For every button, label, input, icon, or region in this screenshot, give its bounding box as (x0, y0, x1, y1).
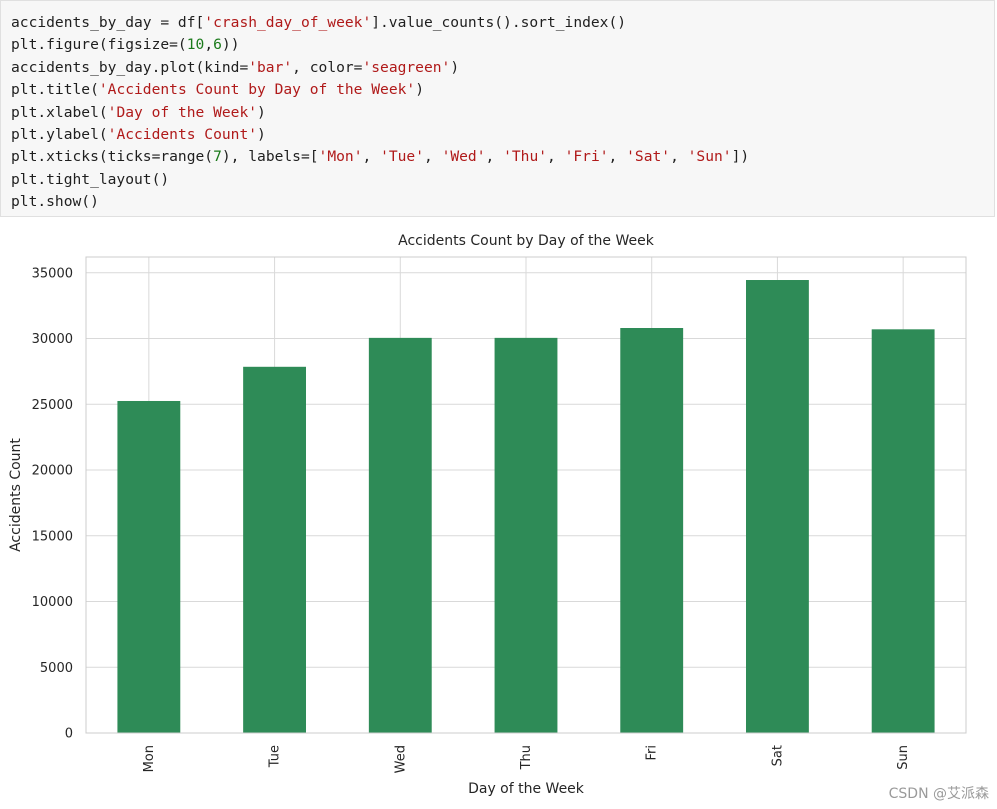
code-token: 6 (213, 36, 222, 54)
code-token: 'Thu' (503, 148, 548, 166)
code-token: 'Fri' (564, 148, 609, 166)
code-token: 'Day of the Week' (107, 103, 258, 121)
code-token: ].value_counts().sort_index() (371, 14, 627, 31)
code-token: ]) (731, 148, 750, 166)
x-tick-label: Thu (519, 745, 534, 770)
bar-chart: 0 5000 10000 15000 20000 25000 30000 35000 Mon T… (8, 233, 967, 797)
code-token: 'Accidents Count by Day of the Week' (98, 81, 416, 99)
code-token: , (485, 148, 504, 166)
bar-thu (494, 337, 558, 733)
bar-mon (117, 400, 181, 733)
code-token: 'Accidents Count' (107, 126, 258, 143)
y-tick-label: 35000 (32, 266, 73, 281)
chart-title: Accidents Count by Day of the Week (398, 233, 655, 249)
bar-sun (871, 329, 935, 733)
plot-frame (85, 256, 967, 734)
y-tick-label: 25000 (32, 398, 73, 413)
x-axis-label: Day of the Week (468, 781, 585, 797)
code-line: plt.xticks(ticks=range(7), labels=['Mon'… (11, 146, 749, 168)
bars-layer (117, 280, 935, 733)
bar-tue (243, 366, 306, 733)
code-token: ) (450, 58, 460, 76)
x-tick-label: Sat (770, 745, 785, 766)
code-line: plt.figure(figsize=(10,6)) (11, 34, 239, 56)
code-line: plt.show() (11, 191, 99, 213)
y-tick-label: 15000 (32, 529, 73, 544)
code-token: 'Wed' (441, 148, 486, 166)
code-token: 'Tue' (380, 148, 424, 166)
x-tick-label: Wed (393, 745, 408, 773)
code-token: plt.tight_layout() (11, 170, 170, 188)
code-token: ) (257, 103, 266, 121)
code-token: ) (415, 81, 424, 99)
x-tick-labels: Mon Tue Wed Thu Fri Sat Sun (142, 745, 911, 773)
x-tick-label: Tue (268, 745, 283, 768)
x-tick-label: Sun (896, 745, 911, 770)
code-cell[interactable]: accidents_by_day = df['crash_day_of_week… (0, 0, 995, 217)
y-tick-label: 0 (65, 727, 73, 742)
code-line: plt.title('Accidents Count by Day of the… (11, 79, 424, 101)
code-token: 'crash_day_of_week' (204, 14, 372, 31)
code-token: plt.show() (11, 193, 99, 211)
code-token: )) (221, 36, 240, 54)
code-token: 'Sun' (687, 148, 732, 166)
code-token: , color= (292, 58, 363, 76)
y-tick-label: 5000 (40, 661, 73, 676)
bar-fri (620, 328, 684, 733)
code-line: plt.tight_layout() (11, 169, 169, 191)
code-token: , (608, 148, 627, 166)
code-line: accidents_by_day.plot(kind='bar', color=… (11, 57, 459, 79)
y-tick-labels: 0 5000 10000 15000 20000 25000 30000 35000 (32, 266, 73, 741)
code-token: , (670, 148, 688, 166)
code-token: 7 (213, 148, 222, 166)
x-tick-label: Fri (645, 745, 660, 761)
code-token: , (204, 36, 214, 54)
code-token: accidents_by_day = df[ (11, 14, 205, 31)
bar-sat (746, 280, 809, 733)
bar-wed (368, 337, 432, 733)
code-token: , (424, 148, 442, 166)
code-token: accidents_by_day.plot(kind= (11, 58, 249, 76)
code-token: plt.ylabel( (11, 126, 108, 143)
code-token: 'Mon' (318, 148, 363, 166)
y-tick-label: 20000 (32, 464, 73, 479)
x-tick-label: Mon (142, 745, 157, 772)
code-token: 'bar' (248, 58, 293, 76)
code-token: plt.title( (11, 81, 99, 99)
code-token: plt.figure(figsize=( (11, 36, 187, 54)
code-token: ), labels=[ (221, 148, 319, 166)
code-line: plt.ylabel('Accidents Count') (11, 124, 266, 146)
code-line: plt.xlabel('Day of the Week') (11, 102, 266, 124)
code-token: ) (257, 126, 266, 143)
code-token: plt.xticks(ticks=range( (11, 148, 214, 166)
code-token: 'Sat' (626, 148, 671, 166)
code-token: , (362, 148, 381, 166)
y-tick-label: 30000 (32, 332, 73, 347)
code-token: , (547, 148, 565, 166)
code-token: 'seagreen' (362, 58, 451, 76)
code-token: 10 (186, 36, 205, 54)
watermark: CSDN @艾派森 (888, 786, 989, 802)
code-line: accidents_by_day = df['crash_day_of_week… (11, 12, 626, 34)
code-token: plt.xlabel( (11, 103, 108, 121)
y-axis-label: Accidents Count (8, 438, 24, 552)
y-tick-label: 10000 (32, 595, 73, 610)
